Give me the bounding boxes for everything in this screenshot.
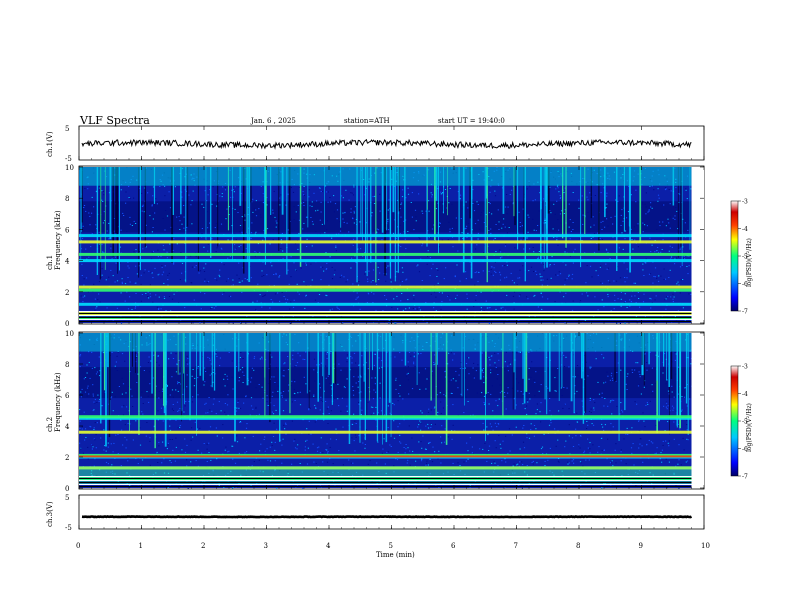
x-tick-label: 8 — [576, 542, 580, 550]
colorbar-tick-label: -6 — [742, 446, 748, 453]
y-tick-label: -5 — [65, 524, 72, 532]
x-tick-label: 9 — [639, 542, 643, 550]
colorbar-tick-label: -4 — [742, 226, 748, 233]
x-tick-label: 0 — [76, 542, 80, 550]
ch1-waveform-trace — [81, 138, 692, 150]
y-tick-label: 0 — [65, 320, 69, 328]
y-tick-label: 5 — [65, 125, 69, 133]
y-tick-label: 2 — [65, 454, 69, 462]
colorbar-tick-label: -5 — [742, 254, 748, 261]
y-tick-label: 6 — [65, 392, 70, 400]
ch3-waveform-frame — [78, 494, 705, 530]
ch2-colorbar: -3 -4 -5 -6 -7 log(PSD)(V²/Hz) — [730, 364, 753, 481]
y-tick-label: 4 — [65, 423, 70, 431]
ch1-colorbar-label: log(PSD)(V²/Hz) — [746, 238, 753, 287]
y-tick-label: 8 — [65, 195, 69, 203]
ch3-waveform-trace — [81, 515, 693, 519]
colorbar-tick-label: -5 — [742, 419, 748, 426]
y-tick-label: -5 — [65, 155, 72, 163]
ch2-colorbar-label: log(PSD)(V²/Hz) — [746, 403, 753, 452]
y-tick-label: 5 — [65, 494, 69, 502]
station-label: station=ATH — [344, 117, 390, 125]
colorbar-tick-label: -6 — [742, 281, 748, 288]
x-tick-label: 1 — [139, 542, 143, 550]
x-tick-label: 6 — [451, 542, 456, 550]
ch1-spectrogram — [79, 167, 704, 324]
figure-title: VLF Spectra — [79, 114, 150, 127]
start-time-label: start UT = 19:40:0 — [438, 117, 505, 125]
y-tick-label: 2 — [65, 289, 69, 297]
x-tick-label: 7 — [514, 542, 518, 550]
colorbar-tick-label: -3 — [742, 364, 748, 371]
axis-ticks: 0 1 2 3 4 5 6 7 8 9 10 0 2 4 6 8 10 0 2 4 6 8 10 5 -5 5 -5 — [65, 125, 710, 550]
ch1-colorbar: -3 -4 -5 -6 -7 log(PSD)(V²/Hz) — [730, 199, 753, 316]
ch2-spectrogram-ylabel-top: ch.2 — [46, 417, 54, 432]
ch2-spectrogram-ylabel: Frequency (kHz) — [54, 372, 62, 432]
x-tick-label: 5 — [389, 542, 393, 550]
x-tick-label: 4 — [326, 542, 331, 550]
ch1-waveform-ylabel: ch.1(V) — [46, 131, 54, 157]
x-tick-label: 2 — [201, 542, 205, 550]
y-tick-label: 4 — [65, 258, 70, 266]
ch1-spectrogram-ylabel: Frequency (kHz) — [54, 210, 62, 270]
y-tick-label: 0 — [65, 485, 69, 493]
colorbar-tick-label: -7 — [742, 309, 748, 316]
ch3-waveform-ylabel: ch.3(V) — [46, 501, 54, 527]
y-tick-label: 6 — [65, 226, 70, 234]
ch2-spectrogram — [79, 333, 704, 489]
x-axis-label: Time (min) — [376, 551, 415, 559]
date-label: Jan. 6 , 2025 — [250, 117, 296, 125]
y-tick-label: 10 — [65, 330, 74, 338]
x-tick-label: 10 — [701, 542, 710, 550]
waveform-line — [81, 515, 693, 519]
waveform-line — [81, 138, 692, 150]
colorbar-tick-label: -4 — [742, 391, 748, 398]
colorbar-tick-label: -7 — [742, 474, 748, 481]
y-tick-label: 10 — [65, 164, 74, 172]
x-tick-label: 3 — [264, 542, 268, 550]
y-tick-label: 8 — [65, 361, 69, 369]
ch1-spectrogram-ylabel-top: ch.1 — [46, 255, 54, 270]
colorbar-tick-label: -3 — [742, 199, 748, 206]
